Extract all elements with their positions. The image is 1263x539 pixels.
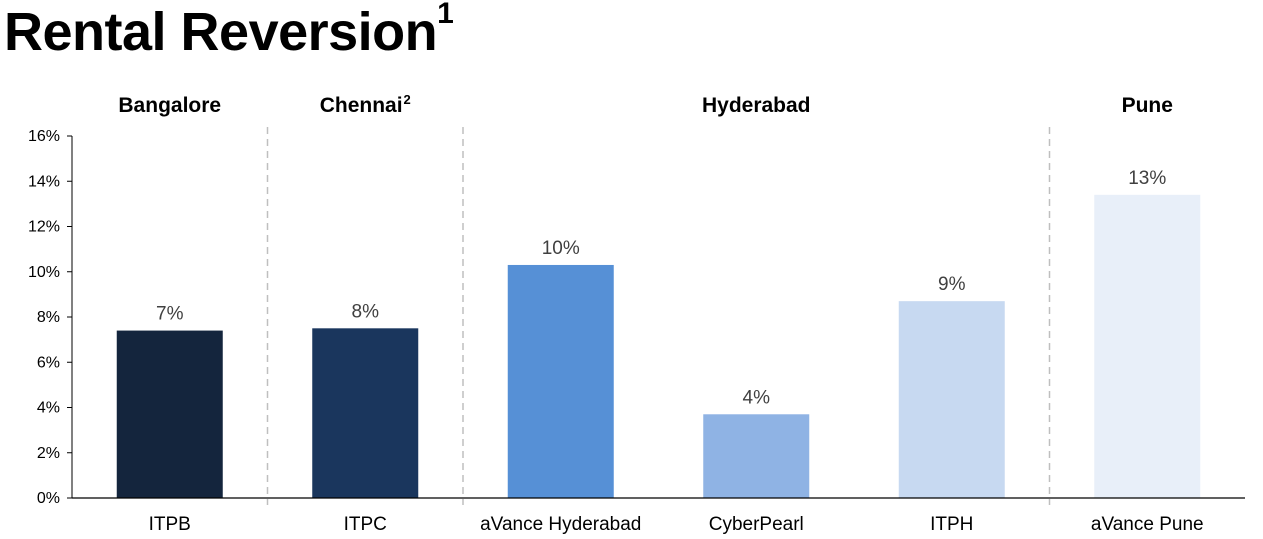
y-tick-label: 14% (28, 173, 60, 190)
page-title: Rental Reversion1 (4, 0, 454, 64)
group-header: Pune (1122, 94, 1173, 117)
bar (507, 264, 614, 498)
y-tick-label: 2% (37, 445, 60, 462)
y-tick-label: 0% (37, 490, 60, 507)
data-label: 8% (352, 301, 380, 322)
bar (1094, 194, 1201, 498)
y-tick-label: 10% (28, 264, 60, 281)
bar (703, 414, 810, 498)
title-footnote-marker: 1 (437, 0, 454, 30)
data-label: 13% (1128, 168, 1166, 189)
y-tick-label: 16% (28, 128, 60, 145)
x-tick-label: aVance Pune (1091, 514, 1204, 535)
y-tick-label: 6% (37, 354, 60, 371)
x-tick-label: ITPB (149, 514, 191, 535)
group-header: Bangalore (118, 94, 221, 117)
page-title-text: Rental Reversion (4, 2, 438, 62)
x-tick-label: ITPC (344, 514, 387, 535)
group-header: Chennai2 (320, 92, 411, 117)
x-tick-label: aVance Hyderabad (480, 514, 641, 535)
y-tick-label: 12% (28, 219, 60, 236)
bar (312, 328, 419, 498)
data-label: 4% (743, 387, 771, 408)
y-tick-label: 4% (37, 400, 60, 417)
data-label: 7% (156, 304, 184, 325)
group-header: Hyderabad (702, 94, 811, 117)
data-label: 10% (542, 238, 580, 259)
bar (898, 301, 1005, 498)
x-tick-label: CyberPearl (709, 514, 804, 535)
bar (116, 330, 223, 498)
y-tick-label: 8% (37, 309, 60, 326)
x-tick-label: ITPH (930, 514, 973, 535)
data-label: 9% (938, 274, 966, 295)
